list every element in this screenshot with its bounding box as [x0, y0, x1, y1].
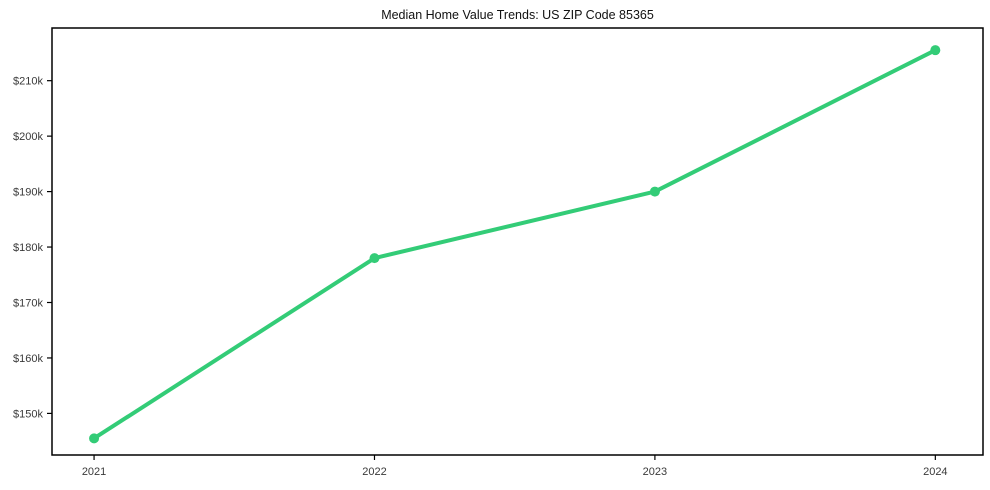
y-tick-label: $180k	[13, 242, 43, 254]
plot-border	[51, 27, 984, 456]
y-axis: $150k $160k $170k $180k $190k $200k $210k	[13, 76, 52, 420]
y-tick-label: $210k	[13, 76, 43, 88]
x-axis: 2021 2022 2023 2024	[82, 455, 948, 478]
data-point-marker	[930, 45, 941, 56]
x-tick-label: 2023	[643, 466, 667, 478]
chart-title: Median Home Value Trends: US ZIP Code 85…	[381, 8, 654, 22]
x-tick-label: 2021	[82, 466, 106, 478]
x-tick-label: 2024	[923, 466, 947, 478]
plot-frame	[51, 27, 984, 456]
trend-line	[92, 48, 938, 441]
data-point-marker	[89, 433, 100, 444]
x-tick-label: 2022	[362, 466, 386, 478]
y-tick-label: $200k	[13, 131, 43, 143]
data-point-marker	[369, 253, 380, 264]
y-tick-label: $190k	[13, 187, 43, 199]
y-tick-label: $160k	[13, 353, 43, 365]
data-point-marker	[649, 186, 660, 197]
y-tick-label: $150k	[13, 408, 43, 420]
y-tick-label: $170k	[13, 298, 43, 310]
trend-line-series	[89, 45, 941, 444]
